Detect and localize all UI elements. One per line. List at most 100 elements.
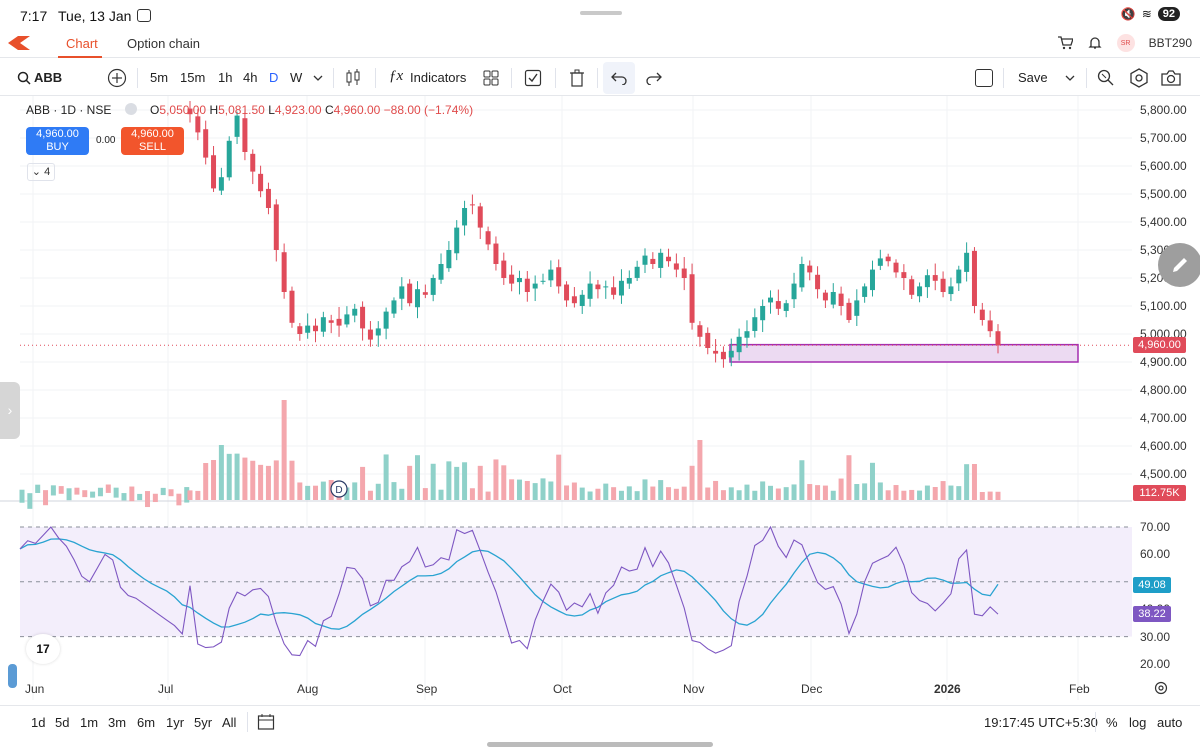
candle-body	[634, 266, 640, 278]
rsi-tick: 20.00	[1140, 657, 1171, 671]
price-tick: 5,400.00	[1140, 215, 1187, 229]
candle-body	[454, 227, 460, 254]
interval-4h[interactable]: 4h	[243, 70, 258, 85]
volume-bar	[160, 487, 166, 496]
tab-option-chain[interactable]: Option chain	[127, 36, 200, 51]
range-5yr[interactable]: 5yr	[194, 715, 213, 730]
range-1yr[interactable]: 1yr	[166, 715, 185, 730]
back-logo-icon[interactable]	[8, 36, 30, 50]
candle-body	[666, 256, 672, 262]
candles-icon[interactable]	[345, 68, 361, 88]
percent-toggle[interactable]: %	[1106, 715, 1118, 730]
fx-icon[interactable]: ƒx	[389, 68, 404, 84]
candle-body	[328, 320, 334, 323]
legend-toggle-icon[interactable]	[124, 103, 137, 115]
user-id[interactable]: BBT290	[1148, 36, 1192, 50]
volume-bar	[869, 462, 875, 500]
add-compare-icon[interactable]	[107, 68, 127, 88]
candle-body	[375, 328, 381, 336]
candle-body	[885, 256, 891, 262]
save-menu-chevron-icon[interactable]	[1065, 74, 1075, 82]
range-6m[interactable]: 6m	[137, 715, 156, 730]
price-tick: 4,700.00	[1140, 411, 1187, 425]
search-icon[interactable]	[17, 71, 31, 85]
range-3m[interactable]: 3m	[108, 715, 127, 730]
templates-icon[interactable]	[483, 70, 499, 86]
volume-bar	[234, 453, 240, 500]
volume-bar	[74, 487, 80, 495]
time-tick: Jul	[158, 682, 174, 696]
undo-button[interactable]	[603, 62, 635, 94]
expand-sidebar-button[interactable]: ›	[0, 382, 20, 439]
sell-button[interactable]: 4,960.00 SELL	[121, 127, 184, 155]
layout-icon[interactable]	[975, 69, 993, 87]
volume-bar	[948, 485, 954, 500]
edit-fab-button[interactable]	[1158, 243, 1200, 287]
avatar[interactable]: SR	[1116, 34, 1135, 52]
quick-search-icon[interactable]	[1096, 68, 1116, 88]
candle-body	[360, 306, 366, 329]
volume-bar	[501, 465, 507, 500]
volume-bar	[305, 485, 311, 500]
cart-icon[interactable]	[1057, 35, 1073, 51]
interval-5m[interactable]: 5m	[150, 70, 169, 85]
tab-chart[interactable]: Chart	[66, 36, 98, 51]
save-button[interactable]: Save	[1018, 70, 1048, 85]
volume-bar	[258, 464, 264, 500]
clock-timezone[interactable]: 19:17:45 UTC+5:30	[984, 715, 1098, 730]
active-tab-indicator	[58, 56, 102, 58]
candle-body	[218, 177, 224, 191]
calendar-goto-icon[interactable]	[257, 713, 275, 731]
status-date: Tue, 13 Jan	[58, 8, 132, 24]
tradingview-logo[interactable]: 17	[26, 634, 60, 664]
low-value: 4,923.00	[274, 103, 322, 117]
auto-toggle[interactable]: auto	[1157, 715, 1183, 730]
interval-1h[interactable]: 1h	[218, 70, 233, 85]
candle-body	[948, 286, 954, 295]
volume-bar	[720, 490, 726, 500]
home-indicator[interactable]	[487, 742, 713, 747]
time-tick: Nov	[683, 682, 705, 696]
interval-d[interactable]: D	[269, 70, 279, 85]
drawing-toolbar-toggle[interactable]	[8, 664, 17, 688]
log-toggle[interactable]: log	[1129, 715, 1147, 730]
symbol-search[interactable]: ABB	[34, 70, 63, 85]
range-all[interactable]: All	[222, 715, 237, 730]
range-1d[interactable]: 1d	[31, 715, 46, 730]
price-chart[interactable]: D	[0, 96, 1132, 704]
multitask-handle[interactable]	[580, 11, 622, 15]
candle-body	[485, 231, 491, 245]
volume-bar	[964, 464, 970, 500]
volume-bar	[885, 490, 891, 500]
volume-bar	[666, 487, 672, 500]
alert-check-icon[interactable]	[524, 69, 542, 87]
candle-body	[650, 258, 656, 264]
candle-body	[815, 274, 821, 290]
interval-15m[interactable]: 15m	[180, 70, 206, 85]
legend-title[interactable]: ABB · 1D · NSE	[26, 103, 112, 117]
volume-bar	[184, 487, 190, 503]
axis-settings-icon[interactable]	[1154, 681, 1168, 695]
candle-body	[642, 255, 648, 265]
buy-button[interactable]: 4,960.00 BUY	[26, 127, 89, 155]
volume-bar	[462, 462, 468, 500]
range-5d[interactable]: 5d	[55, 715, 70, 730]
bell-icon[interactable]	[1087, 35, 1103, 51]
candle-body	[956, 269, 962, 284]
redo-icon[interactable]	[646, 71, 662, 85]
candle-body	[501, 260, 507, 278]
close-value: 4,960.00	[333, 103, 381, 117]
trash-icon[interactable]	[569, 69, 585, 87]
volume-bar	[532, 483, 538, 500]
indicators-button[interactable]: Indicators	[410, 70, 467, 85]
camera-icon[interactable]	[1160, 68, 1182, 88]
range-1m[interactable]: 1m	[80, 715, 99, 730]
toolbar-divider	[137, 68, 138, 88]
chevron-down-icon[interactable]	[313, 74, 323, 82]
interval-w[interactable]: W	[290, 70, 303, 85]
undo-icon[interactable]	[611, 71, 627, 85]
collapse-indicators-button[interactable]: ⌄ 4	[27, 163, 55, 181]
candle-body	[234, 115, 240, 137]
candle-body	[877, 258, 883, 266]
settings-icon[interactable]	[1129, 68, 1149, 88]
